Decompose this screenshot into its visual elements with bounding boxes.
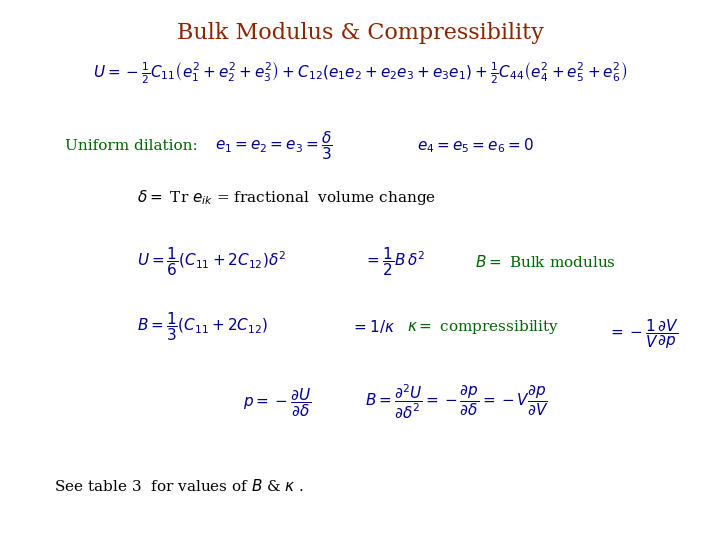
Text: $\kappa = $ compressibility: $\kappa = $ compressibility (407, 318, 559, 336)
Text: $= 1/\kappa$: $= 1/\kappa$ (351, 318, 395, 335)
Text: $U = -\frac{1}{2}C_{11}\left(e_1^2+e_2^2+e_3^2\right)+C_{12}\left(e_1 e_2+e_2 e_: $U = -\frac{1}{2}C_{11}\left(e_1^2+e_2^2… (93, 60, 627, 86)
Text: $B = $ Bulk modulus: $B = $ Bulk modulus (475, 254, 616, 270)
Text: $e_1 = e_2 = e_3 = \dfrac{\delta}{3}$: $e_1 = e_2 = e_3 = \dfrac{\delta}{3}$ (215, 130, 333, 162)
Text: Uniform dilation:: Uniform dilation: (65, 139, 197, 153)
Text: See table 3  for values of $B$ & $\kappa$ .: See table 3 for values of $B$ & $\kappa$… (54, 478, 304, 494)
Text: $U = \dfrac{1}{6}\left(C_{11}+2C_{12}\right)\delta^{2}$: $U = \dfrac{1}{6}\left(C_{11}+2C_{12}\ri… (137, 246, 286, 278)
Text: $p = -\dfrac{\partial U}{\partial \delta}$: $p = -\dfrac{\partial U}{\partial \delta… (243, 386, 311, 418)
Text: $B = \dfrac{\partial^{2} U}{\partial \delta^{2}} = -\dfrac{\partial p}{\partial : $B = \dfrac{\partial^{2} U}{\partial \de… (366, 383, 549, 421)
Text: $B = \dfrac{1}{3}\left(C_{11}+2C_{12}\right)$: $B = \dfrac{1}{3}\left(C_{11}+2C_{12}\ri… (137, 310, 268, 343)
Text: $= \dfrac{1}{2}B\,\delta^{2}$: $= \dfrac{1}{2}B\,\delta^{2}$ (364, 246, 425, 278)
Text: $\delta = $ Tr $e_{ik}$ = fractional  volume change: $\delta = $ Tr $e_{ik}$ = fractional vol… (137, 187, 436, 207)
Text: $= -\dfrac{1}{V}\dfrac{\partial V}{\partial p}$: $= -\dfrac{1}{V}\dfrac{\partial V}{\part… (608, 317, 680, 350)
Text: Bulk Modulus & Compressibility: Bulk Modulus & Compressibility (176, 22, 544, 44)
Text: $e_4 = e_5 = e_6 = 0$: $e_4 = e_5 = e_6 = 0$ (417, 137, 534, 155)
